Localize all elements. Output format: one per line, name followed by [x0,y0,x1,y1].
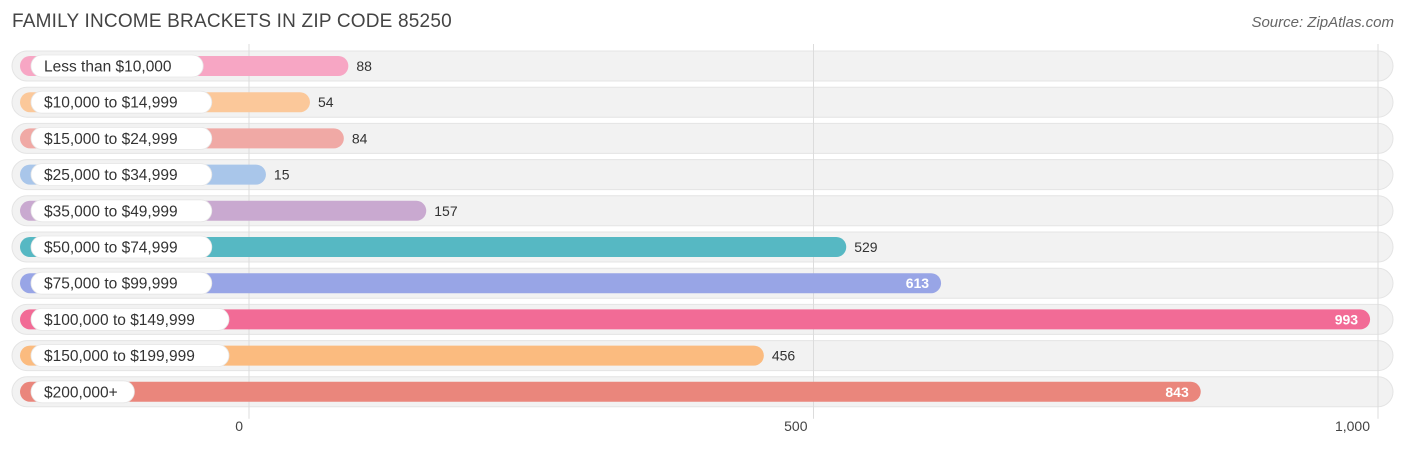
value-label: 613 [906,275,930,291]
bar [20,273,942,294]
value-label: 84 [352,130,368,146]
category-pill [30,127,213,150]
category-label: $35,000 to $49,999 [44,203,178,220]
category-pill [30,271,213,295]
bar [20,237,847,257]
x-tick-label: 0 [235,418,243,434]
bar [20,381,1201,402]
category-label: $15,000 to $24,999 [44,131,178,148]
category-label: $25,000 to $34,999 [44,167,178,184]
category-label: Less than $10,000 [44,59,172,76]
value-label: 843 [1165,384,1189,400]
category-label: $50,000 to $74,999 [44,240,178,257]
source-label: Source: ZipAtlas.com [1251,14,1394,31]
value-label: 157 [434,203,458,219]
category-pill [30,54,204,78]
bar-track [11,122,1394,154]
category-pill [30,163,213,187]
bar-track [11,50,1394,82]
category-pill [30,380,135,404]
chart-title: FAMILY INCOME BRACKETS IN ZIP CODE 85250 [12,11,452,32]
value-label: 54 [318,94,334,110]
category-label: $200,000+ [44,384,118,401]
value-label: 88 [356,58,372,74]
value-label: 529 [854,239,878,255]
value-label: 993 [1335,311,1359,327]
category-pill [30,307,230,331]
category-label: $75,000 to $99,999 [44,276,178,293]
category-pill [30,199,213,223]
category-pill [30,90,213,114]
value-label: 15 [274,167,290,183]
bar-track [11,86,1394,118]
bar-track [11,159,1394,191]
category-label: $150,000 to $199,999 [44,348,195,365]
x-tick-label: 1,000 [1335,418,1370,434]
category-pill [30,344,230,368]
category-label: $10,000 to $14,999 [44,95,178,112]
value-label: 456 [772,348,796,364]
x-tick-label: 500 [784,418,808,434]
category-pill [30,235,213,259]
category-label: $100,000 to $149,999 [44,312,195,329]
bar [20,309,1371,330]
